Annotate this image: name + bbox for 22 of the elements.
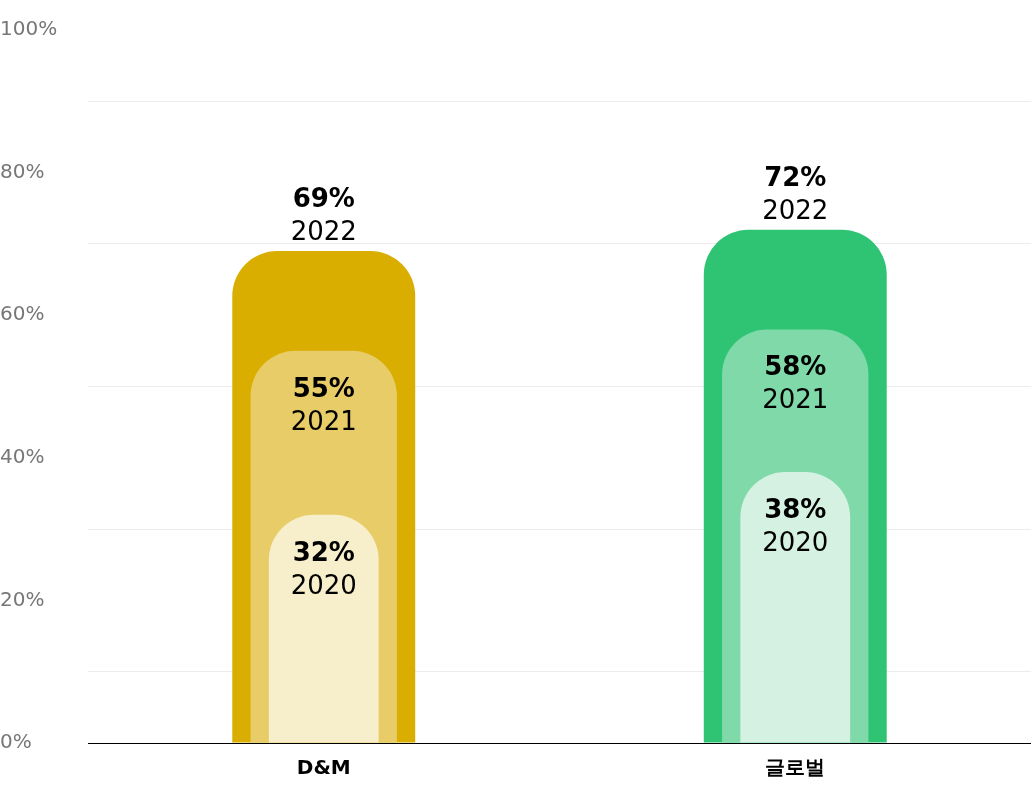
series-label: 2020 (762, 527, 829, 558)
series-label: 2021 (762, 384, 829, 415)
data-label: 55% (292, 372, 355, 403)
text: 2021 (290, 405, 357, 436)
text: 2022 (762, 194, 829, 225)
bar (740, 472, 851, 743)
data-label: 38% (764, 494, 827, 525)
bar (268, 514, 379, 743)
x-tick-label: D&M (296, 755, 351, 780)
text: 2020 (290, 569, 357, 600)
x-tick-label: 글로벌 (765, 755, 826, 780)
data-label: 32% (292, 536, 355, 567)
data-label: 58% (764, 351, 827, 382)
series-label: 2022 (290, 216, 357, 247)
y-tick-label: 40% (0, 444, 45, 468)
data-label: 72% (764, 161, 827, 192)
y-tick-label: 100% (0, 16, 58, 41)
data-label: 69% (292, 183, 355, 214)
y-tick-label: 60% (0, 301, 45, 326)
y-tick-label: 0% (0, 729, 32, 754)
y-tick-label: 80% (0, 158, 45, 183)
y-tick-label: 20% (0, 586, 45, 611)
